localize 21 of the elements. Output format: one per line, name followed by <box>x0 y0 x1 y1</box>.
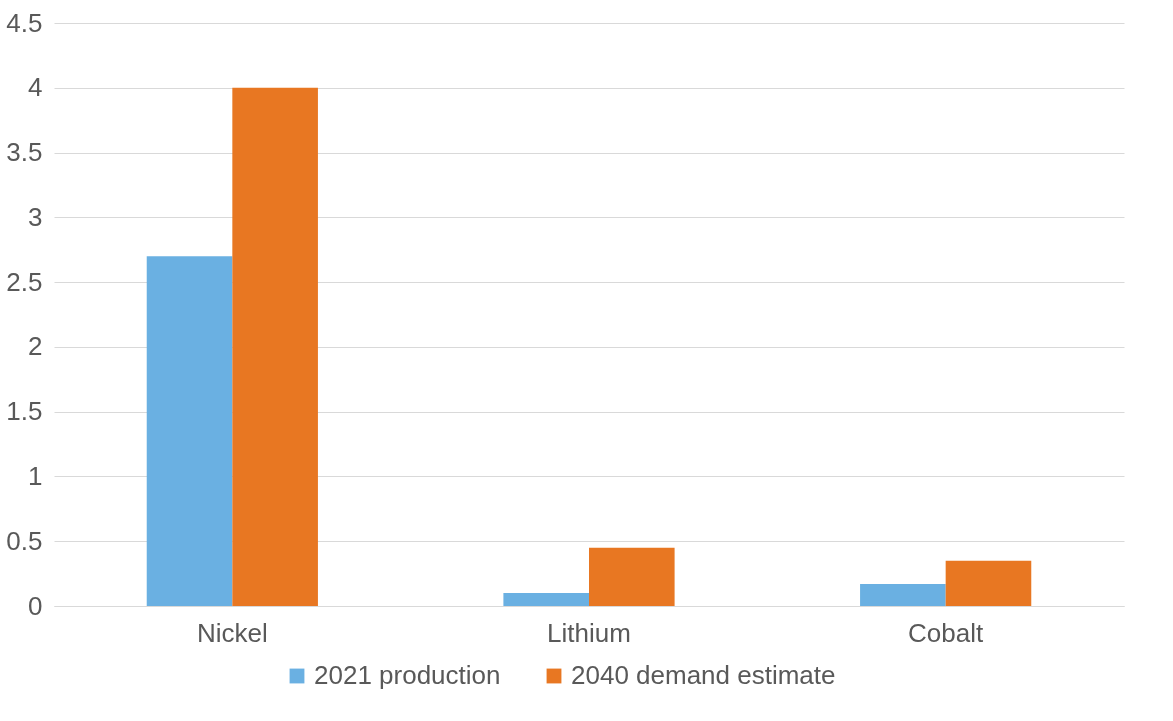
y-tick-label: 0.5 <box>6 525 43 556</box>
bar <box>945 560 1032 606</box>
x-tick-label: Lithium <box>547 617 631 648</box>
bar <box>860 583 946 606</box>
y-tick-label: 1 <box>28 460 43 491</box>
bar <box>232 87 318 606</box>
y-tick-label: 3.5 <box>6 137 43 168</box>
y-tick-label: 0 <box>28 590 43 621</box>
y-tick-label: 4.5 <box>6 7 43 38</box>
bar <box>589 547 675 606</box>
x-tick-label: Nickel <box>196 617 268 648</box>
x-tick-label: Cobalt <box>908 617 985 648</box>
y-tick-label: 1.5 <box>6 396 43 427</box>
bar <box>146 256 233 606</box>
legend-label: 2021 production <box>314 660 501 690</box>
legend-label: 2040 demand estimate <box>571 660 836 690</box>
y-tick-label: 2 <box>28 331 43 362</box>
y-tick-label: 3 <box>28 201 43 232</box>
bar <box>503 593 589 606</box>
y-tick-label: 2.5 <box>6 266 43 297</box>
y-tick-label: 4 <box>28 72 43 103</box>
